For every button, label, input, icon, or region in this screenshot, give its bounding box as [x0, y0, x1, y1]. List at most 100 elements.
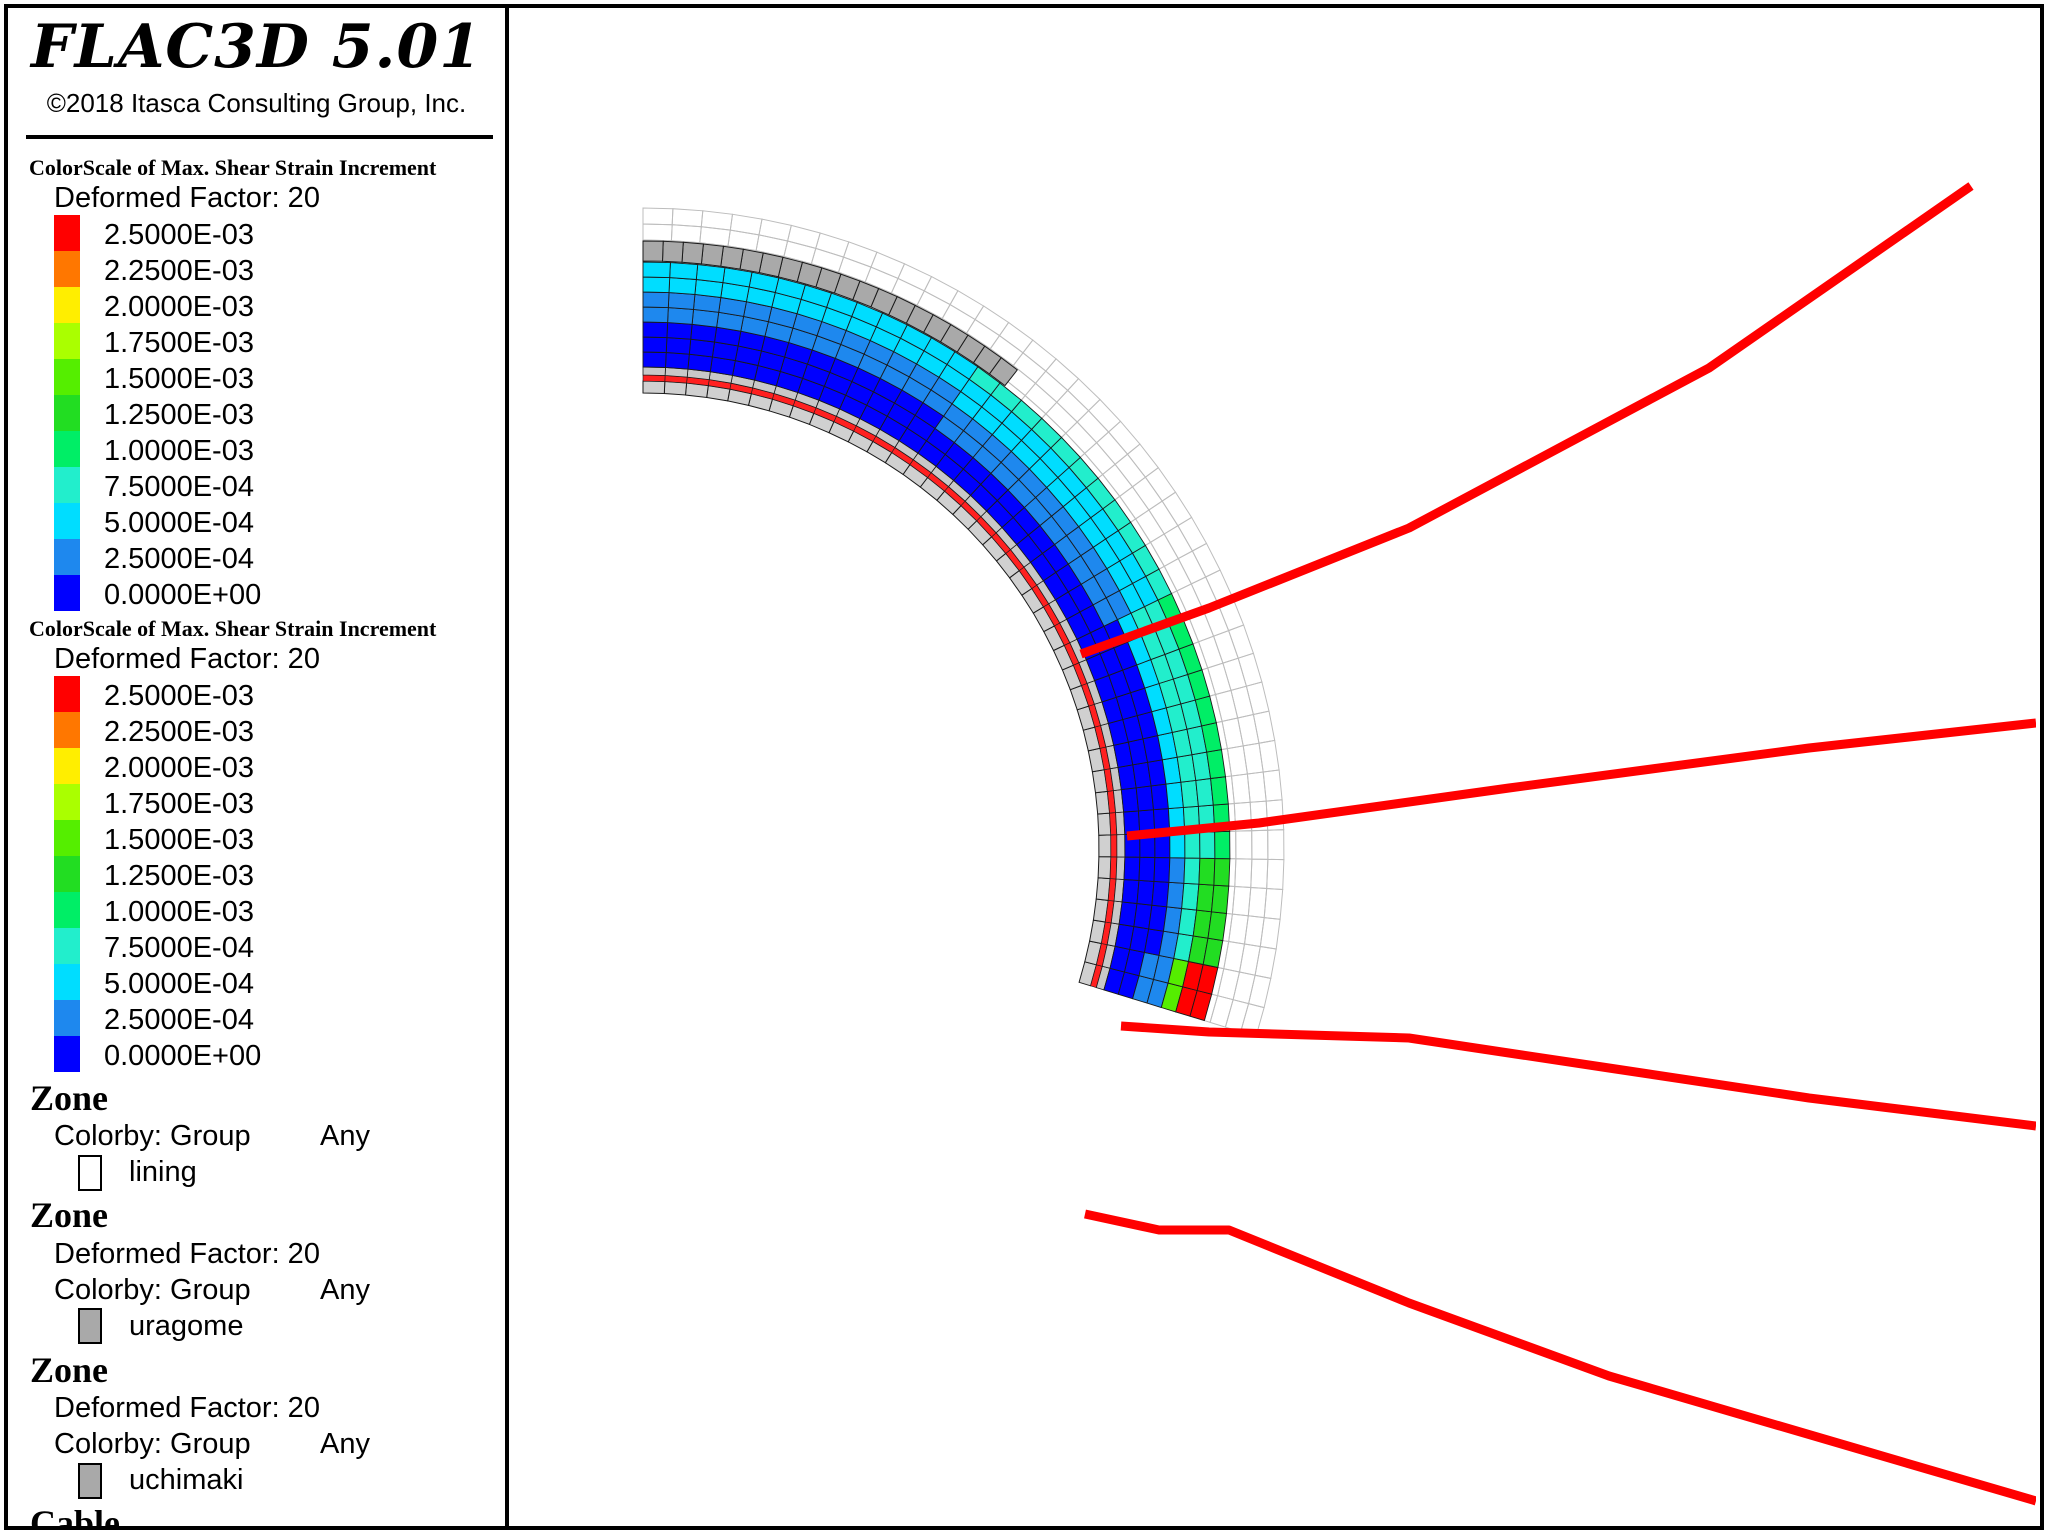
- model-view-panel[interactable]: [509, 4, 2044, 1530]
- scale-swatch: [54, 575, 80, 611]
- lining-zone: [1115, 856, 1126, 880]
- scale-tick-label: 2.0000E-03: [104, 291, 254, 323]
- deformed-factor-label: Deformed Factor: 20: [54, 182, 320, 214]
- scale-swatch: [54, 503, 80, 539]
- scale-tick-label: 1.0000E-03: [104, 896, 254, 928]
- undeformed-zone: [1067, 377, 1101, 412]
- undeformed-zone: [1231, 885, 1252, 917]
- undeformed-zone: [1251, 829, 1269, 860]
- strain-zone: [642, 261, 671, 279]
- strain-contour-zones: [642, 261, 1231, 1022]
- strain-zone: [665, 337, 692, 355]
- strain-zone: [669, 262, 699, 280]
- undeformed-zone: [1161, 491, 1193, 527]
- lining-zone: [1116, 834, 1126, 858]
- undeformed-zone: [1248, 974, 1272, 1009]
- strain-zone: [668, 277, 697, 295]
- strain-zone: [1211, 884, 1230, 914]
- strain-zone: [1210, 776, 1229, 806]
- strain-zone: [1169, 832, 1186, 859]
- strain-zone: [642, 291, 670, 309]
- colorby-label: Colorby: Group: [54, 1120, 251, 1152]
- undeformed-zone: [1266, 858, 1285, 891]
- undeformed-zone: [758, 218, 792, 242]
- strain-zone: [667, 292, 696, 310]
- undeformed-zone: [974, 305, 1010, 337]
- undeformed-zone: [1163, 525, 1194, 560]
- undeformed-zone: [1235, 830, 1253, 860]
- undeformed-zone: [642, 223, 673, 242]
- undeformed-zone: [1234, 858, 1253, 889]
- undeformed-zone: [1221, 717, 1244, 750]
- deformed-factor-label: Deformed Factor: 20: [54, 1238, 320, 1270]
- undeformed-zone: [1012, 352, 1047, 384]
- uragome-shell: [642, 240, 1019, 387]
- strain-zone: [1165, 781, 1184, 810]
- scale-tick-label: 1.2500E-03: [104, 399, 254, 431]
- legend-panel: FLAC3D 5.01 ©2018 Itasca Consulting Grou…: [4, 4, 509, 1530]
- undeformed-zone: [1242, 742, 1264, 775]
- undeformed-zone: [1144, 466, 1177, 502]
- scale-swatch: [54, 820, 80, 856]
- undeformed-zone: [1263, 887, 1284, 920]
- lining-zone: [1098, 834, 1112, 858]
- scale-tick-label: 1.2500E-03: [104, 860, 254, 892]
- scale-swatch: [54, 323, 80, 359]
- undeformed-zone: [1223, 940, 1246, 973]
- lining-zone: [1097, 856, 1112, 880]
- model-canvas[interactable]: [509, 8, 2036, 1526]
- undeformed-zone: [1227, 624, 1255, 659]
- undeformed-zone: [998, 321, 1034, 354]
- color-scale-heading: ColorScale of Max. Shear Strain Incremen…: [29, 616, 437, 641]
- undeformed-zone: [1259, 917, 1281, 950]
- scale-swatch: [54, 1000, 80, 1036]
- undeformed-zone: [1262, 769, 1283, 802]
- scale-swatch: [54, 928, 80, 964]
- scale-swatch: [54, 359, 80, 395]
- scale-swatch: [54, 748, 80, 784]
- undeformed-zone: [787, 224, 821, 250]
- scale-tick-label: 1.7500E-03: [104, 788, 254, 820]
- scale-tick-label: 1.7500E-03: [104, 327, 254, 359]
- colorby-value: Any: [320, 1428, 370, 1460]
- scale-swatch: [54, 215, 80, 251]
- undeformed-zone: [870, 251, 906, 280]
- strain-zone: [1198, 857, 1216, 886]
- deformed-factor-label: Deformed Factor: 20: [54, 643, 320, 675]
- strain-zone: [1153, 857, 1171, 883]
- undeformed-zone: [1022, 339, 1057, 372]
- scale-tick-label: 2.5000E-04: [104, 543, 254, 575]
- undeformed-zone: [1254, 945, 1277, 979]
- strain-zone: [1196, 883, 1215, 913]
- strain-zone: [1213, 858, 1231, 887]
- shell-zone: [661, 240, 684, 263]
- undeformed-zone: [1148, 500, 1179, 535]
- undeformed-zone: [1258, 739, 1280, 773]
- cable-line: [1079, 182, 1974, 659]
- undeformed-zone: [642, 207, 674, 226]
- lining-zone: [1097, 812, 1112, 836]
- title-divider: [26, 135, 493, 139]
- strain-zone: [665, 352, 690, 370]
- undeformed-zone: [1163, 557, 1192, 592]
- scale-swatch: [54, 712, 80, 748]
- undeformed-zone: [1107, 420, 1141, 455]
- colorby-value: Any: [320, 1274, 370, 1306]
- scale-swatch: [54, 287, 80, 323]
- undeformed-zone: [670, 224, 702, 244]
- scale-tick-label: 5.0000E-04: [104, 507, 254, 539]
- undeformed-zone: [1237, 652, 1263, 687]
- strain-zone: [1207, 911, 1228, 942]
- undeformed-zone: [1250, 858, 1269, 890]
- scale-tick-label: 2.5000E-03: [104, 680, 254, 712]
- scale-tick-label: 2.2500E-03: [104, 255, 254, 287]
- strain-zone: [642, 351, 667, 368]
- scale-swatch: [54, 539, 80, 575]
- cable-elements: [1079, 182, 2036, 1506]
- strain-zone: [1214, 830, 1231, 860]
- undeformed-zone: [729, 213, 763, 236]
- scale-swatch: [54, 856, 80, 892]
- strain-zone: [1184, 831, 1201, 859]
- color-scale-heading: ColorScale of Max. Shear Strain Incremen…: [29, 155, 437, 180]
- undeformed-zone: [671, 208, 704, 228]
